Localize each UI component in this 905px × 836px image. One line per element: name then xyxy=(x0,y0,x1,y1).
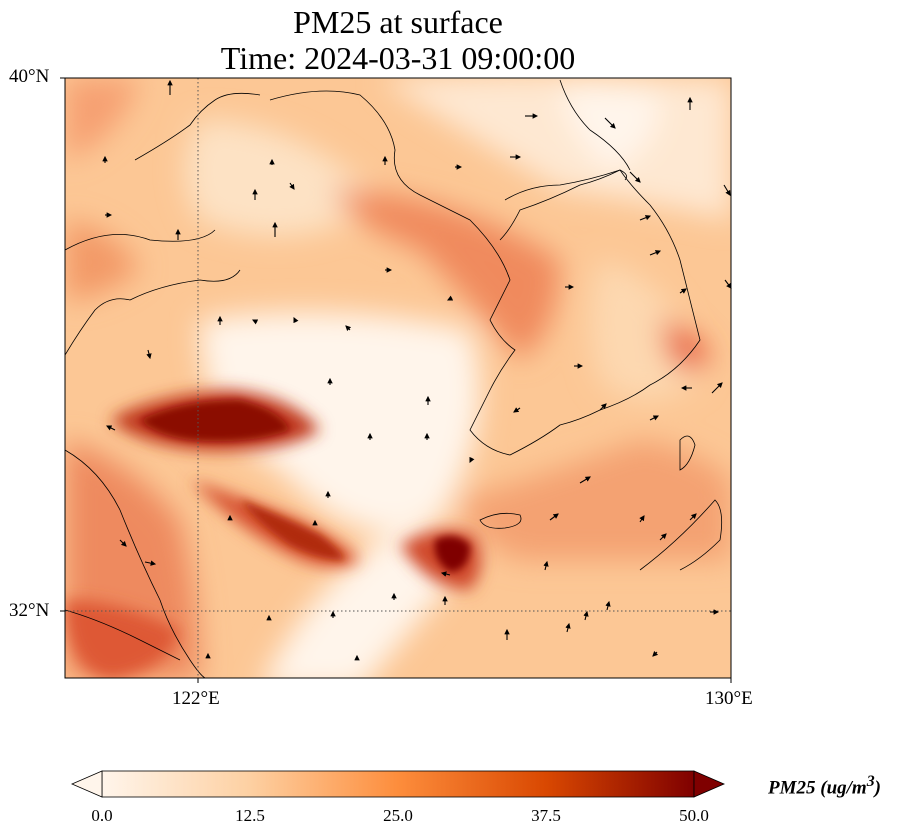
wind-arrow xyxy=(106,425,116,431)
pm25-field xyxy=(65,78,731,678)
wind-arrow xyxy=(605,600,611,611)
colorbar-tick-50: 50.0 xyxy=(679,806,709,825)
lon-tick-122e: 122°E xyxy=(172,688,220,709)
lat-tick-32n: 32°N xyxy=(9,600,50,621)
wind-arrow xyxy=(513,407,521,413)
wind-arrow xyxy=(604,117,616,129)
wind-arrow xyxy=(146,349,152,360)
colorbar-over-arrow xyxy=(693,770,726,798)
wind-arrow xyxy=(689,513,697,521)
wind-arrow xyxy=(639,215,652,221)
colorbar-label: PM25 (ug/m3) xyxy=(768,773,881,799)
lon-tick-130e: 130°E xyxy=(705,688,753,709)
wind-arrow xyxy=(549,513,559,521)
colorbar-under-arrow xyxy=(70,770,103,798)
colorbar-tick-37-5: 37.5 xyxy=(531,806,561,825)
wind-arrow xyxy=(252,319,259,325)
wind-arrow xyxy=(659,533,667,541)
wind-arrow xyxy=(723,184,731,196)
map-timestamp: Time: 2024-03-31 09:00:00 xyxy=(220,40,576,76)
wind-arrow xyxy=(289,182,295,190)
wind-arrow xyxy=(293,317,299,324)
colorbar-tick-25: 25.0 xyxy=(383,806,413,825)
lat-tick-40n: 40°N xyxy=(9,66,50,87)
wind-arrow xyxy=(579,476,591,484)
coastlines xyxy=(65,79,723,678)
colorbar-tick-0: 0.0 xyxy=(91,806,113,825)
wind-vectors xyxy=(102,79,732,661)
wind-arrow xyxy=(724,279,732,289)
wind-arrow xyxy=(599,403,607,411)
wind-arrow xyxy=(565,622,571,633)
wind-arrow xyxy=(639,515,645,523)
colorbar xyxy=(70,770,726,798)
wind-arrow xyxy=(440,571,451,577)
wind-arrow xyxy=(629,171,641,183)
wind-arrow xyxy=(649,415,659,421)
map-title: PM25 at surface xyxy=(293,4,503,40)
axis-ticks xyxy=(60,77,732,683)
wind-arrow xyxy=(711,382,723,394)
wind-arrow xyxy=(583,610,589,621)
wind-arrow xyxy=(447,295,454,301)
map-frame xyxy=(64,77,732,679)
wind-arrow xyxy=(469,456,475,463)
wind-arrow xyxy=(144,560,157,566)
wind-arrow xyxy=(543,560,549,571)
graticule xyxy=(65,78,731,678)
colorbar-tick-12-5: 12.5 xyxy=(235,806,265,825)
wind-arrow xyxy=(345,325,352,332)
wind-arrow xyxy=(119,539,127,547)
wind-arrow xyxy=(679,288,687,294)
wind-arrow xyxy=(649,250,662,256)
wind-arrow xyxy=(652,650,659,657)
